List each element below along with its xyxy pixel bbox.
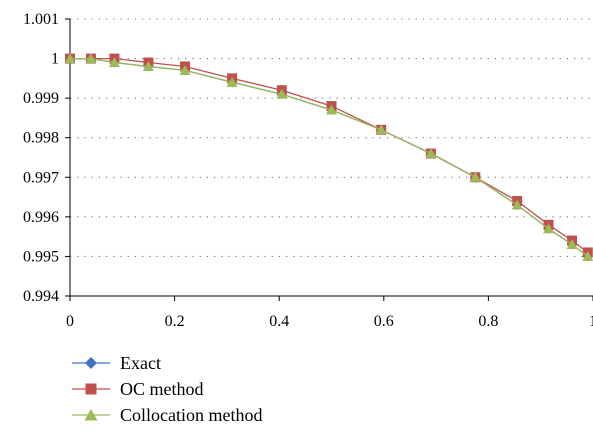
data-point-triangle bbox=[108, 57, 120, 68]
data-point-triangle bbox=[326, 104, 337, 115]
data-point-triangle bbox=[469, 171, 481, 182]
x-tick-label: 0 bbox=[66, 313, 74, 330]
data-point-triangle bbox=[543, 223, 555, 234]
series-line-2 bbox=[70, 57, 589, 257]
x-tick-label: 0.2 bbox=[165, 313, 185, 330]
diamond-marker-icon bbox=[72, 357, 110, 369]
triangle-marker-icon bbox=[72, 409, 110, 421]
x-tick-label: 0.4 bbox=[269, 313, 289, 330]
series-line-0 bbox=[70, 57, 589, 257]
x-tick-label: 0.8 bbox=[478, 313, 498, 330]
legend-label-exact: Exact bbox=[120, 352, 161, 373]
data-point-triangle bbox=[226, 76, 238, 87]
x-tick-label: 1 bbox=[589, 313, 593, 330]
y-tick-label: 0.998 bbox=[23, 130, 59, 147]
series-line-1 bbox=[70, 57, 589, 254]
legend-label-collocation-method: Collocation method bbox=[120, 404, 263, 425]
data-point-triangle bbox=[276, 88, 288, 99]
y-tick-label: 0.994 bbox=[23, 288, 59, 305]
square-marker-icon bbox=[72, 383, 110, 395]
line-chart: 1.001 1 0.999 0.998 0.997 0.996 0.995 0.994 0 0.2… bbox=[23, 11, 593, 330]
y-tick-label: 1 bbox=[51, 51, 59, 68]
legend-label-oc-method: OC method bbox=[120, 378, 204, 399]
y-tick-label: 0.997 bbox=[23, 169, 59, 186]
legend-item-exact: Exact bbox=[72, 350, 262, 376]
legend-item-oc-method: OC method bbox=[72, 376, 262, 402]
x-tick-label: 0.6 bbox=[374, 313, 394, 330]
legend-item-collocation-method: Collocation method bbox=[72, 402, 262, 428]
data-point-triangle bbox=[64, 53, 76, 64]
y-tick-label: 0.999 bbox=[23, 90, 59, 107]
data-point-triangle bbox=[375, 124, 387, 135]
data-point-triangle bbox=[85, 53, 97, 64]
data-point-triangle bbox=[566, 239, 578, 250]
legend: Exact OC method Collocation method bbox=[72, 350, 262, 428]
y-tick-label: 0.996 bbox=[23, 209, 59, 226]
data-point-triangle bbox=[511, 199, 523, 210]
y-tick-label: 1.001 bbox=[23, 11, 59, 28]
y-tick-label: 0.995 bbox=[23, 248, 59, 265]
data-point-triangle bbox=[425, 148, 437, 159]
data-point-triangle bbox=[582, 250, 593, 261]
data-point-triangle bbox=[142, 60, 154, 71]
data-point-triangle bbox=[179, 64, 191, 75]
